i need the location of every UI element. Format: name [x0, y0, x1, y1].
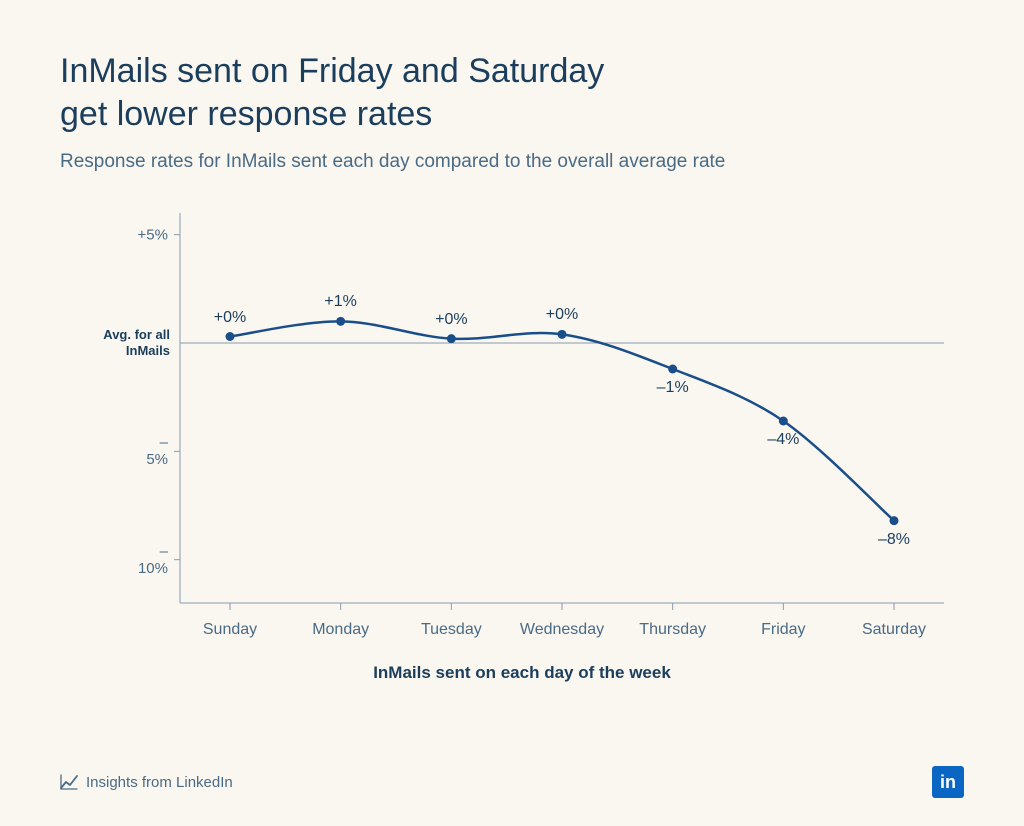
data-point — [668, 365, 677, 374]
data-point — [890, 516, 899, 525]
x-tick-label: Monday — [312, 621, 369, 639]
chart-svg — [180, 213, 944, 603]
chart-plot-area: +5%–5%–10%Avg. for all InMailsSundayMond… — [180, 213, 944, 603]
chart-title: InMails sent on Friday and Saturday get … — [60, 50, 964, 135]
x-tick-label: Tuesday — [421, 621, 482, 639]
x-tick-label: Thursday — [639, 621, 706, 639]
y-tick-label: –10% — [138, 543, 168, 577]
y-tick-label: +5% — [138, 226, 168, 243]
chart-line-icon — [60, 773, 78, 791]
x-tick-label: Sunday — [203, 621, 257, 639]
title-line-1: InMails sent on Friday and Saturday — [60, 52, 604, 90]
chart-line — [230, 321, 894, 520]
x-tick-label: Saturday — [862, 621, 926, 639]
data-label: +1% — [324, 293, 356, 311]
linkedin-logo-text: in — [940, 772, 956, 793]
y-tick-label: –5% — [146, 434, 168, 468]
data-label: +0% — [214, 309, 246, 327]
data-label: –1% — [657, 379, 689, 397]
data-label: +0% — [435, 311, 467, 329]
data-label: –4% — [767, 431, 799, 449]
chart: +5% –5% –10% Avg. for all InMails Sunday Mond… — [80, 213, 964, 683]
chart-subtitle: Response rates for InMails sent each day… — [60, 151, 964, 173]
x-tick-label: Wednesday — [520, 621, 604, 639]
x-axis-title: InMails sent on each day of the week — [373, 663, 671, 683]
data-point — [558, 330, 567, 339]
data-point — [779, 417, 788, 426]
linkedin-logo-icon: in — [932, 766, 964, 798]
data-label: –8% — [878, 531, 910, 549]
title-line-2: get lower response rates — [60, 95, 432, 133]
insights-attribution: Insights from LinkedIn — [60, 773, 233, 791]
footer: Insights from LinkedIn in — [60, 766, 964, 798]
data-label: +0% — [546, 306, 578, 324]
data-point — [336, 317, 345, 326]
data-point — [447, 334, 456, 343]
avg-line-label: Avg. for all InMails — [85, 327, 170, 360]
x-tick-label: Friday — [761, 621, 805, 639]
insights-label: Insights from LinkedIn — [86, 774, 233, 791]
data-point — [226, 332, 235, 341]
